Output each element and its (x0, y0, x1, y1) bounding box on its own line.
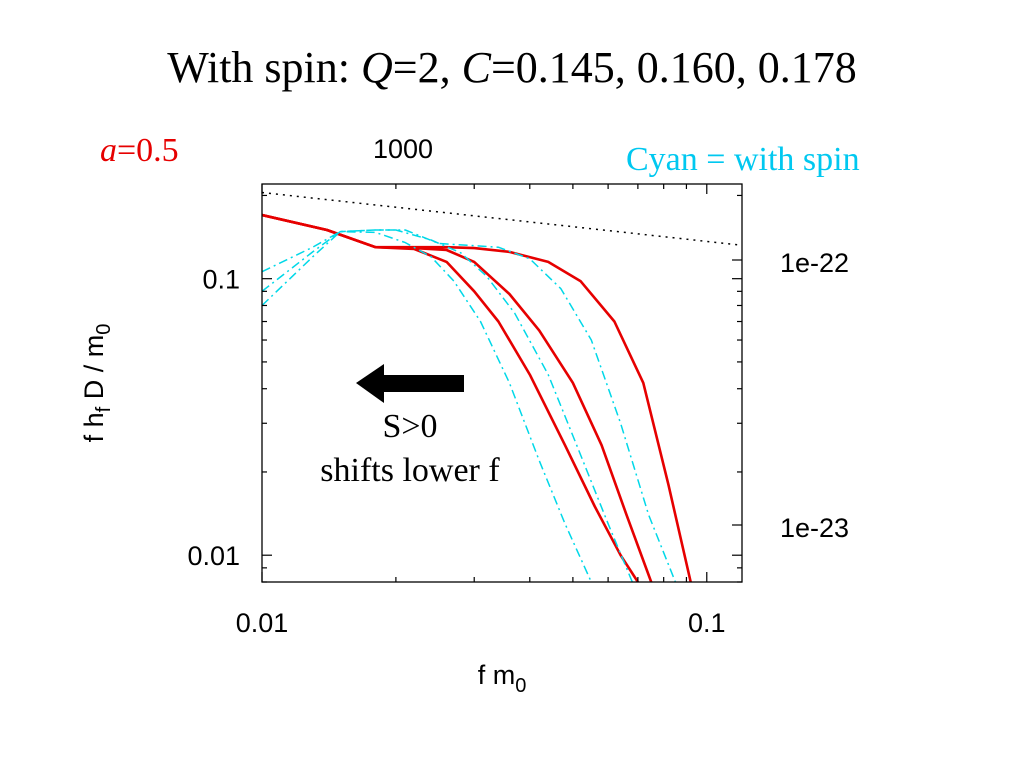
title-q-value: =2, (392, 43, 462, 92)
series-solid-line-2 (262, 213, 692, 582)
y-tick-label: 0.01 (187, 541, 240, 571)
series-dashdot-line-5 (262, 229, 677, 582)
slide-title: With spin: Q=2, C=0.145, 0.160, 0.178 (0, 42, 1024, 93)
right-axis-label: 1e-23 (780, 513, 849, 543)
title-c-symbol: C (461, 43, 491, 92)
series-solid-line-1 (262, 213, 653, 582)
annotation-text: S>0 shifts lower f (270, 405, 550, 493)
a-value: =0.5 (117, 132, 179, 169)
annotation-line-2: shifts lower f (320, 452, 500, 489)
title-prefix: With spin: (167, 43, 361, 92)
label-layer: 0.01 0.1 0.01 0.1 1000 1e-22 1e-23 f m0 f hf D /… (79, 134, 849, 697)
plot-frame (261, 183, 743, 583)
y-tick-label: 0.1 (202, 265, 240, 295)
annotation-line-1: S>0 (382, 408, 438, 445)
x-axis-label: f m0 (478, 660, 527, 697)
series-dashdot-line-3 (262, 230, 592, 582)
y-axis-label: f hf D / m0 (79, 324, 115, 443)
series-dashdot-line-4 (262, 229, 633, 582)
title-c-value: =0.145, 0.160, 0.178 (490, 43, 857, 92)
right-axis-label: 1e-22 (780, 248, 849, 278)
a-parameter-label: a=0.5 (100, 132, 179, 170)
arrow-icon (356, 364, 464, 403)
tick-layer (261, 184, 742, 583)
series-layer (262, 191, 742, 582)
title-q-symbol: Q (361, 43, 393, 92)
x-tick-label: 0.01 (236, 608, 289, 638)
top-axis-label: 1000 (373, 134, 433, 164)
a-symbol: a (100, 132, 117, 169)
x-tick-label: 0.1 (688, 608, 726, 638)
legend-note: Cyan = with spin (626, 141, 860, 178)
